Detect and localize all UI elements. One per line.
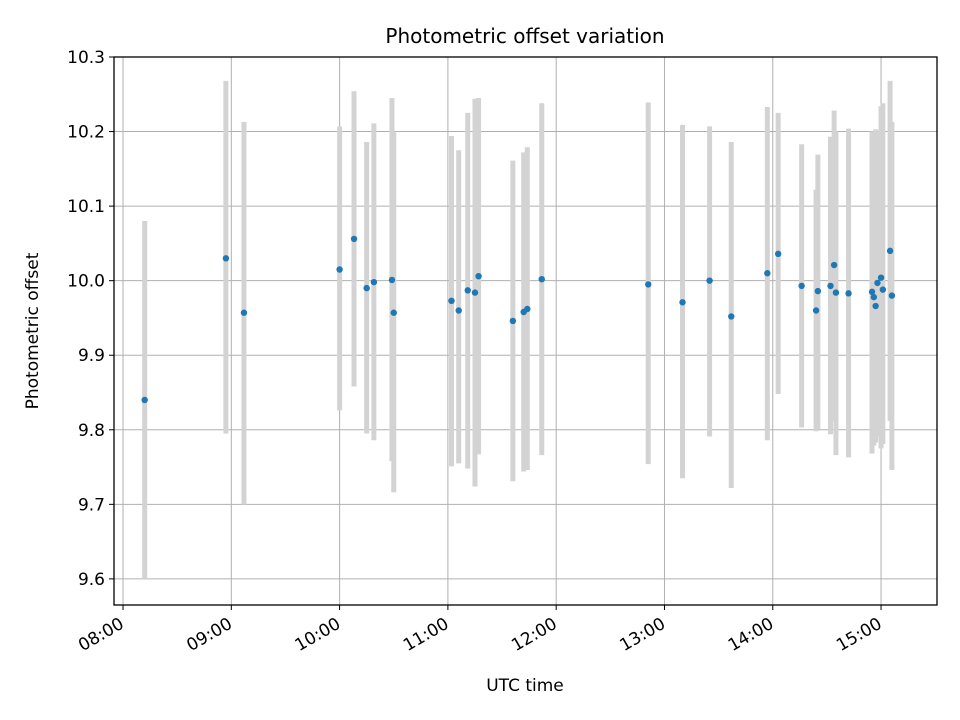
data-point [448, 297, 455, 305]
data-point [888, 292, 896, 299]
data-point [874, 279, 881, 287]
data-point [706, 277, 713, 284]
data-point [728, 313, 735, 320]
data-point [872, 302, 879, 310]
y-axis-ticks: 9.6 9.7 9.8 9.9 10.0 10.1 10.2 10.3 [67, 48, 114, 590]
data-point [679, 299, 686, 306]
data-point [814, 287, 822, 295]
data-point [877, 274, 885, 281]
x-axis-label: UTC time [486, 676, 564, 696]
y-tick-label: 10.0 [67, 272, 105, 292]
data-point [879, 286, 887, 293]
data-point [363, 284, 370, 292]
data-point [830, 261, 838, 269]
data-point [240, 309, 248, 316]
y-tick-label: 10.1 [67, 197, 105, 217]
data-point [868, 288, 876, 296]
data-point [464, 287, 471, 294]
data-point [870, 293, 878, 301]
data-point [388, 276, 396, 284]
data-point [390, 309, 397, 316]
data-points [141, 235, 896, 404]
data-point [538, 275, 545, 283]
plot-frame [113, 56, 938, 606]
data-point [886, 247, 894, 255]
data-point [475, 273, 482, 280]
y-tick-label: 10.2 [67, 123, 105, 143]
data-point [645, 281, 652, 288]
data-point [350, 235, 358, 243]
y-tick-label: 9.9 [78, 346, 105, 366]
data-point [336, 266, 343, 273]
data-point [455, 307, 462, 314]
data-point [832, 289, 840, 296]
data-point [370, 278, 378, 286]
y-tick-label: 10.3 [67, 48, 105, 68]
data-point [812, 307, 820, 314]
y-tick-label: 9.8 [78, 421, 105, 441]
data-point [827, 282, 834, 290]
chart-title: Photometric offset variation [385, 24, 664, 48]
y-axis-label: Photometric offset [23, 252, 43, 409]
data-point [509, 317, 517, 325]
data-point [798, 282, 805, 290]
data-point [845, 290, 852, 297]
data-point [141, 396, 148, 404]
data-point [471, 289, 479, 296]
y-tick-label: 9.7 [78, 495, 105, 515]
data-point [764, 270, 771, 277]
data-point [524, 305, 531, 313]
data-point [774, 250, 782, 258]
y-tick-label: 9.6 [78, 570, 105, 590]
data-point [222, 255, 230, 262]
